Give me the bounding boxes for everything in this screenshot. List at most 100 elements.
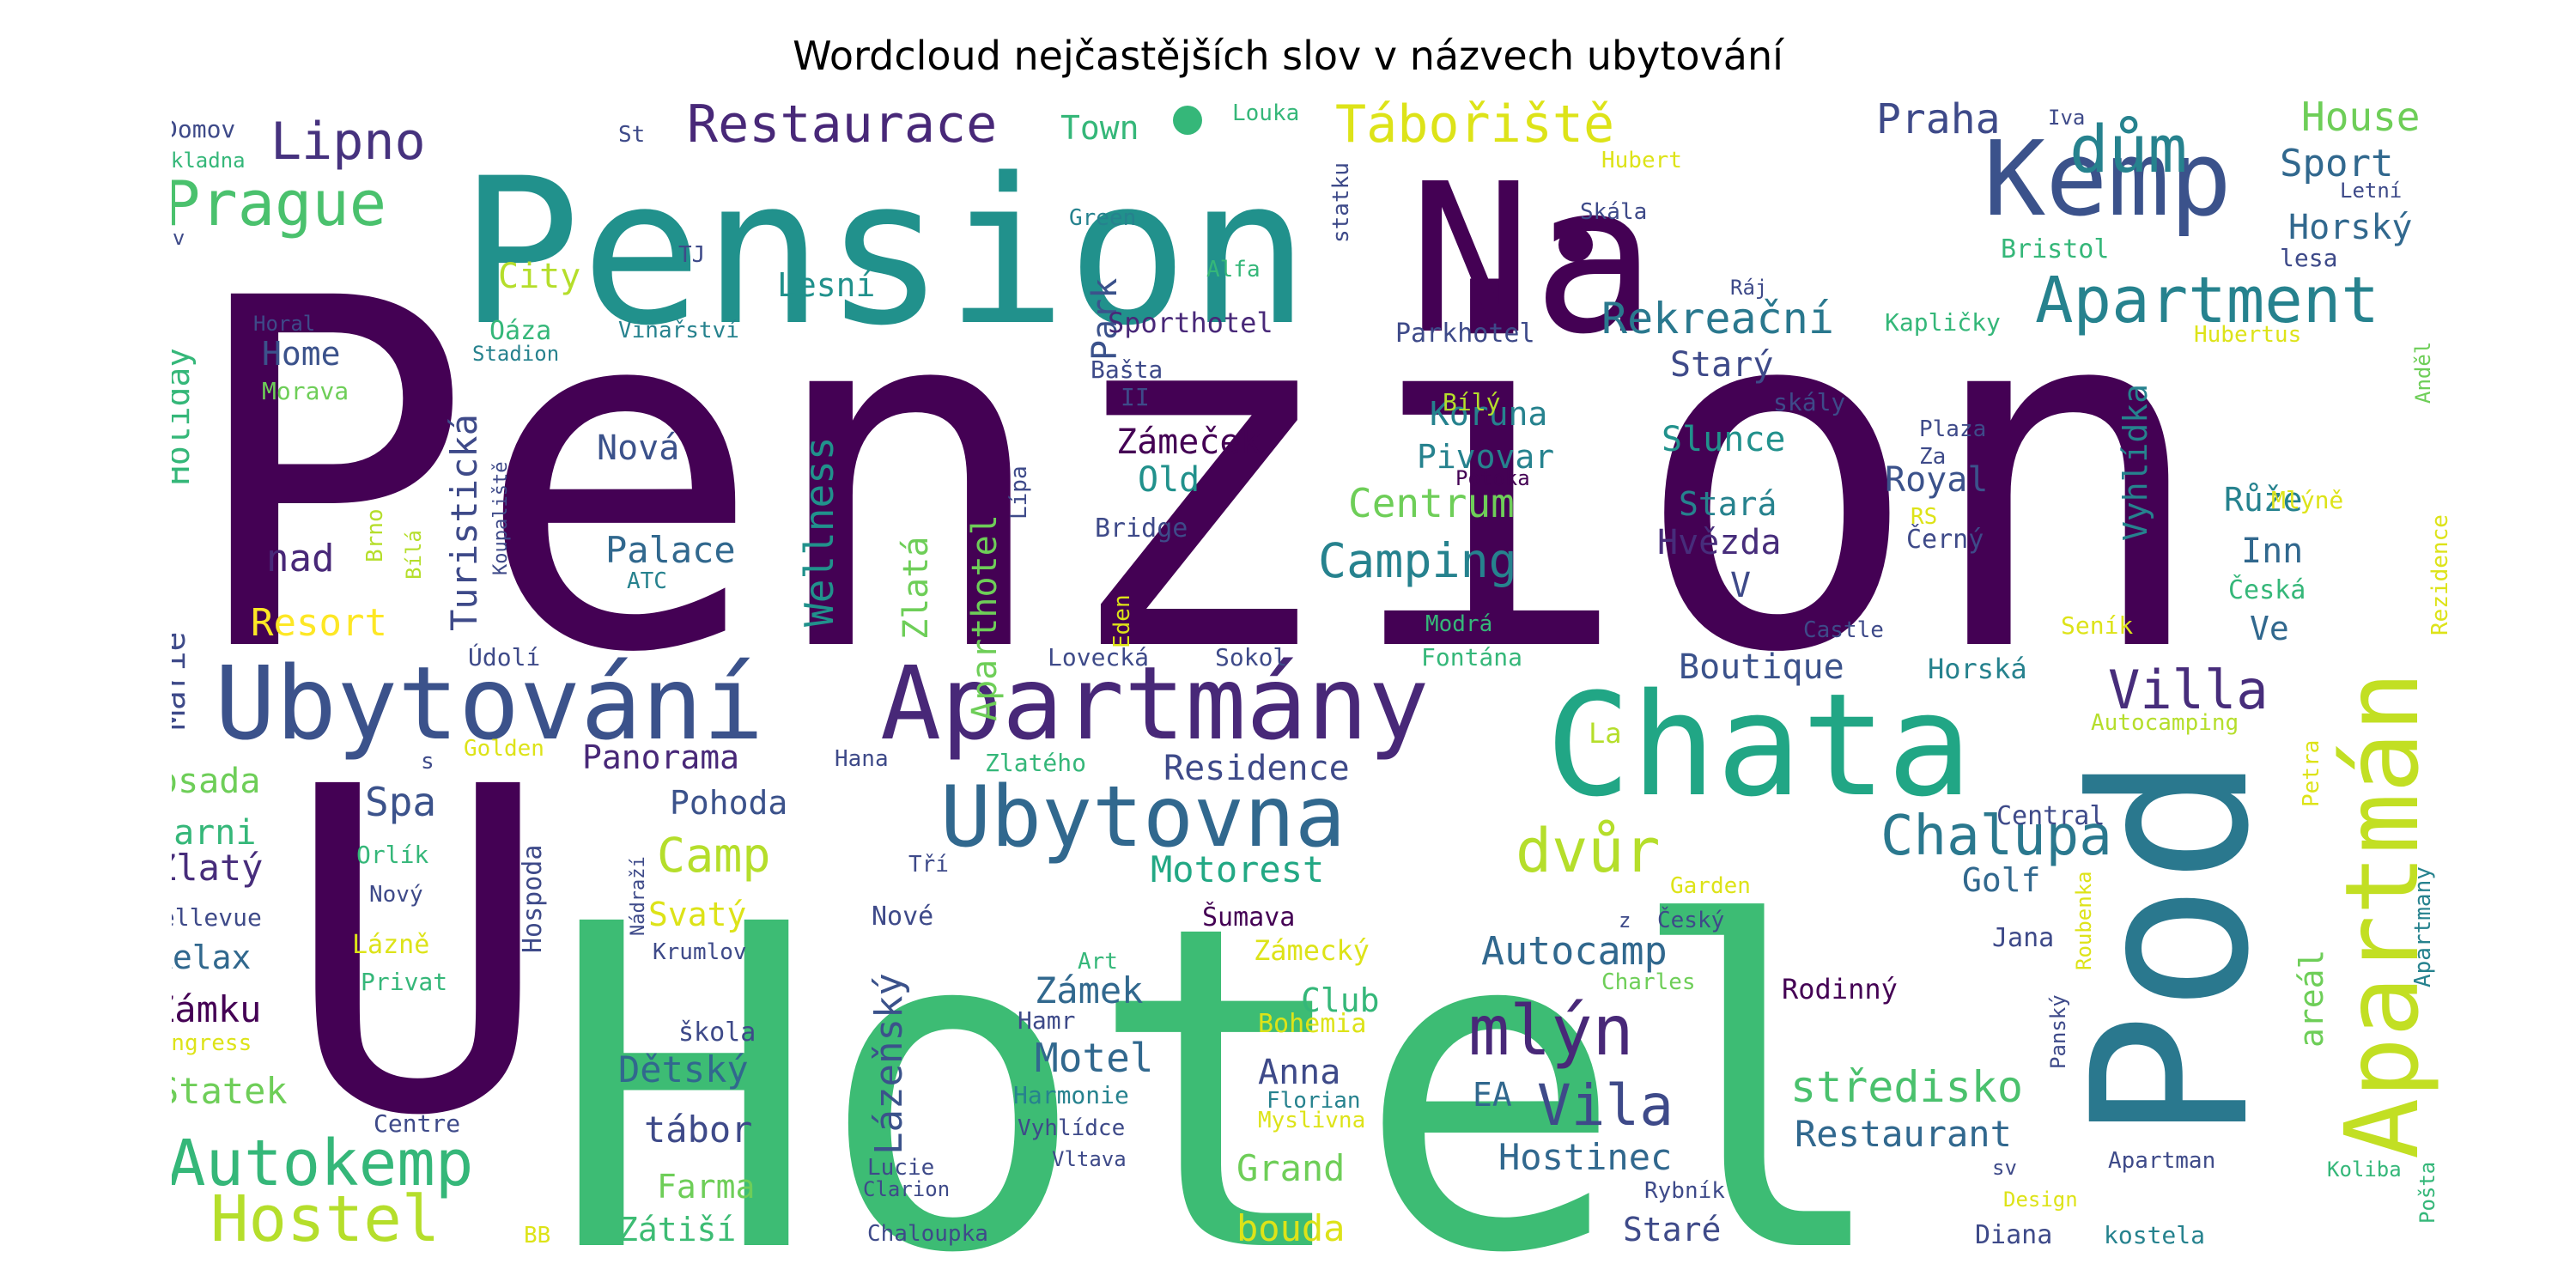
word-royal: Royal	[1885, 460, 1988, 500]
word-park: Park	[1085, 278, 1125, 361]
word-ubytovna: Ubytovna	[940, 769, 1346, 866]
word-raj: Ráj	[1730, 276, 1767, 300]
word-tj: TJ	[678, 242, 705, 268]
word-autocamping: Autocamping	[2091, 710, 2239, 736]
word-clarion: Clarion	[863, 1177, 950, 1201]
word-rodinny: Rodinný	[1782, 973, 1898, 1005]
word-vyhlidka: Vyhlídka	[2117, 384, 2154, 541]
word-potoka: Potoka	[1455, 466, 1530, 490]
word-bouda: bouda	[1236, 1207, 1345, 1249]
word-roubenka: Roubenka	[2072, 871, 2096, 970]
word-alfa: Alfa	[1206, 257, 1261, 283]
word-sporthotel: Sporthotel	[1108, 307, 1273, 339]
word-inn: Inn	[2241, 532, 2303, 571]
word-sport: Sport	[2280, 142, 2393, 185]
word-zamku: Zámku	[172, 988, 261, 1030]
word-centrum: Centrum	[1348, 480, 1515, 526]
word-design: Design	[2003, 1188, 2078, 1212]
word-penzion: Penzion	[185, 198, 2211, 758]
word-tri: Tří	[908, 852, 949, 878]
word-restaurant: Restaurant	[1795, 1113, 2012, 1155]
word-pohoda: Pohoda	[670, 784, 787, 822]
word-nadrazi: Nádraží	[628, 856, 649, 936]
word-autocamp: Autocamp	[1481, 928, 1668, 974]
word-holiday: Holiday	[172, 348, 197, 485]
word-skaly: skály	[1773, 388, 1845, 416]
word-mlyne: Mlýně	[2271, 486, 2343, 514]
word-domov: Domov	[172, 115, 235, 143]
word-apartmany: Apartmány	[880, 644, 1429, 762]
word-ubytovani: Ubytování	[215, 644, 763, 762]
word-hostinec: Hostinec	[1498, 1136, 1672, 1178]
word-club: Club	[1301, 981, 1380, 1019]
word-lipno: Lipno	[270, 112, 426, 172]
word-lazne: Lázně	[352, 930, 429, 960]
word-lovecka: Lovecká	[1048, 643, 1149, 671]
word-jana: Jana	[1992, 923, 2054, 953]
word-kemp: Kemp	[1984, 120, 2232, 240]
word-florian: Florian	[1267, 1088, 1361, 1114]
word-lesa: lesa	[2280, 244, 2337, 272]
word-home: Home	[262, 335, 341, 373]
word-zamecek: Zámeček	[1116, 422, 1261, 462]
word-golden: Golden	[464, 736, 544, 762]
word-motorest: Motorest	[1151, 848, 1324, 890]
word-tabor: tábor	[644, 1109, 752, 1151]
word-castle: Castle	[1803, 617, 1884, 643]
word-skola: škola	[678, 1018, 756, 1048]
word-apartmany: Apartmany	[2410, 866, 2436, 987]
word-rs: RS	[1911, 504, 1937, 530]
word-camp: Camp	[657, 828, 770, 883]
word-diana: Diana	[1975, 1220, 2052, 1250]
word-koruna: Koruna	[1430, 395, 1547, 433]
word-old: Old	[1138, 460, 1200, 500]
word-cesky: Český	[1657, 906, 1724, 933]
word-bellevue: Bellevue	[172, 903, 262, 932]
word-prague: Prague	[172, 167, 386, 240]
word-central: Central	[1996, 801, 2105, 831]
word-statek: Statek	[172, 1070, 288, 1112]
word-sv: sv	[1992, 1156, 2017, 1180]
word-hubertus: Hubertus	[2194, 322, 2301, 348]
word-parkhotel: Parkhotel	[1395, 319, 1535, 349]
word-hospoda: Hospoda	[518, 845, 548, 953]
word-stredisko: středisko	[1790, 1062, 2023, 1112]
word-kaplicky: Kapličky	[1885, 308, 2001, 337]
word-town: Town	[1060, 109, 1139, 147]
word-vila: Vila	[1537, 1072, 1674, 1139]
dot-mark	[1558, 228, 1593, 262]
word-zamecky: Zámecký	[1254, 934, 1370, 967]
word-ruze: Růže	[2224, 481, 2303, 519]
word-hvezda: Hvězda	[1657, 523, 1782, 562]
word-na: Na	[1408, 139, 1656, 380]
word-pod: Pod	[2046, 754, 2296, 1142]
word-garden: Garden	[1670, 873, 1751, 899]
word-areal: areál	[2293, 950, 2330, 1048]
word-rybnik: Rybník	[1644, 1178, 1725, 1204]
word-hostel: Hostel	[210, 1182, 440, 1256]
word-sokol: Sokol	[1215, 643, 1287, 671]
word-zlata: Zlatá	[896, 537, 936, 640]
word-vltava: Vltava	[1052, 1147, 1127, 1171]
word-vyhlidce: Vyhlídce	[1018, 1115, 1125, 1141]
word-posta: Pošta	[2415, 1162, 2439, 1224]
word-farma: Farma	[657, 1168, 755, 1206]
word-motel: Motel	[1035, 1035, 1153, 1081]
word-restaurace: Restaurace	[687, 94, 997, 155]
word-apartment: Apartment	[2035, 264, 2379, 337]
dot-mark	[1173, 106, 1202, 135]
word-hamr: Hamr	[1018, 1006, 1075, 1035]
word-novy: Nový	[369, 882, 423, 908]
word-art: Art	[1078, 949, 1118, 975]
word-lucie: Lucie	[867, 1155, 934, 1181]
word-rekreacni: Rekreační	[1601, 294, 1834, 343]
word-ceska: Česká	[2228, 574, 2306, 605]
word-brno: Brno	[362, 508, 388, 562]
word-morava: Morava	[262, 377, 349, 405]
word-svaty: Svatý	[648, 896, 746, 933]
word-apartman: Apartmán	[2323, 671, 2441, 1159]
word-krumlov: Krumlov	[653, 939, 747, 965]
word-nove: Nové	[872, 902, 933, 932]
word-bohemia: Bohemia	[1258, 1009, 1366, 1039]
word-golf: Golf	[1962, 861, 2041, 899]
